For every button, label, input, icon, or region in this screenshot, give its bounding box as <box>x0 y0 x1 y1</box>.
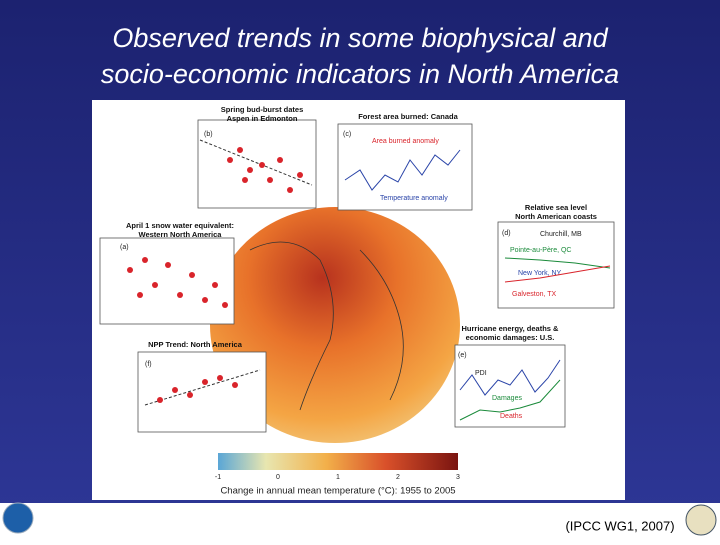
panel-a <box>99 237 235 325</box>
panel-title: Forest area burned: Canada <box>358 112 458 121</box>
legend-text: Temperature anomaly <box>380 195 448 202</box>
citation: (IPCC WG1, 2007) <box>565 518 674 533</box>
line <box>504 257 611 269</box>
panel-label: (d) <box>502 230 511 237</box>
panel-title: Western North America <box>139 230 223 239</box>
legend-text: PDI <box>475 370 487 377</box>
colorbar-tick: 3 <box>456 474 460 481</box>
panel-title: Spring bud-burst dates <box>221 105 304 114</box>
figure: Spring bud-burst dates Aspen in Edmonton… <box>92 100 625 500</box>
title-line: socio-economic indicators in North Ameri… <box>101 59 619 89</box>
panel-label: (c) <box>343 131 351 138</box>
trend-line <box>144 369 261 406</box>
legend-text: New York, NY <box>518 270 562 277</box>
line <box>459 359 561 396</box>
trend-line <box>199 139 313 186</box>
legend-text: Area burned anomaly <box>372 138 439 145</box>
panel-title: NPP Trend: North America <box>148 340 243 349</box>
points <box>127 257 228 308</box>
panel-label: (f) <box>145 361 152 368</box>
panel-title: North American coasts <box>515 212 597 221</box>
points <box>227 147 303 193</box>
points <box>157 375 238 403</box>
colorbar <box>218 453 458 470</box>
panel-title: economic damages: U.S. <box>466 333 555 342</box>
panel-label: (b) <box>204 131 213 138</box>
panel-title: Aspen in Edmonton <box>227 114 298 123</box>
panel-label: (a) <box>120 244 129 251</box>
colorbar-caption: Change in annual mean temperature (°C): … <box>220 486 455 497</box>
coastline <box>249 241 404 411</box>
title-line: Observed trends in some biophysical and <box>112 23 608 53</box>
globe-map <box>210 207 460 443</box>
panel-f <box>137 351 267 433</box>
legend-text: Damages <box>492 395 522 402</box>
panel-title: April 1 snow water equivalent: <box>126 221 234 230</box>
panel-c <box>337 123 473 211</box>
line <box>459 379 561 421</box>
colorbar-tick: 0 <box>276 474 280 481</box>
footer-band <box>0 503 720 540</box>
legend-text: Churchill, MB <box>540 231 582 238</box>
legend-text: Galveston, TX <box>512 291 557 298</box>
legend-text: Deaths <box>500 413 523 420</box>
colorbar-tick: 1 <box>336 474 340 481</box>
panel-b <box>197 119 317 209</box>
line <box>504 265 611 283</box>
colorbar-tick: 2 <box>396 474 400 481</box>
legend-text: Pointe-au-Père, QC <box>510 247 571 254</box>
logo-right <box>685 504 717 536</box>
panel-title: Hurricane energy, deaths & <box>462 324 560 333</box>
colorbar-tick: -1 <box>215 474 221 481</box>
panel-d <box>497 221 615 309</box>
logo-left <box>2 502 34 534</box>
line <box>344 149 461 191</box>
panel-label: (e) <box>458 352 467 359</box>
panel-title: Relative sea level <box>525 203 587 212</box>
